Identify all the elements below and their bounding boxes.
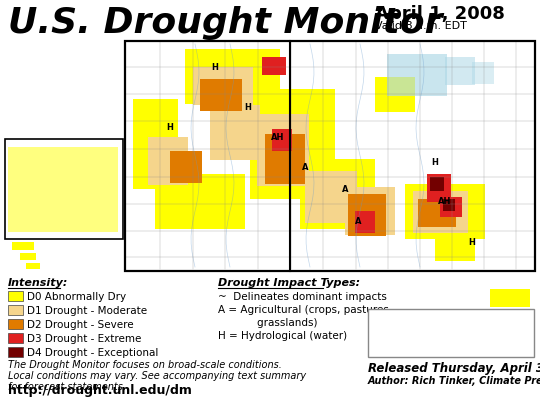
Text: Drought Impact Types:: Drought Impact Types: [218, 277, 360, 287]
Text: USDA: USDA [380, 322, 428, 337]
Text: National Drought
Mitigation Center: National Drought Mitigation Center [415, 319, 476, 332]
Text: H = Hydrological (water): H = Hydrological (water) [218, 330, 347, 340]
Text: H: H [469, 238, 475, 247]
Text: A = Agricultural (crops, pastures,: A = Agricultural (crops, pastures, [218, 304, 392, 314]
Text: ○○: ○○ [488, 317, 532, 341]
Text: D4 Drought - Exceptional: D4 Drought - Exceptional [27, 347, 158, 357]
Bar [272, 130, 292, 152]
Bar [368, 309, 534, 357]
Bar [443, 200, 455, 211]
Bar [8, 347, 23, 357]
Bar [375, 78, 415, 113]
Text: April 1, 2008: April 1, 2008 [375, 5, 505, 23]
Bar [418, 200, 456, 227]
Bar [193, 68, 253, 106]
Bar [5, 40, 535, 271]
Bar [305, 172, 357, 223]
Bar [257, 115, 309, 186]
Bar [148, 138, 188, 186]
Bar [262, 58, 286, 76]
Bar [348, 194, 386, 237]
Bar [200, 80, 242, 112]
Text: U.S. Drought Monitor: U.S. Drought Monitor [8, 6, 442, 40]
Text: Author: Rich Tinker, Climate Prediction Center, NOAA: Author: Rich Tinker, Climate Prediction … [368, 375, 540, 385]
Bar [413, 192, 468, 233]
Text: for forecast statements.: for forecast statements. [8, 381, 126, 391]
Text: H: H [166, 123, 173, 132]
Bar [8, 305, 23, 315]
Bar [345, 188, 395, 235]
Text: H: H [431, 158, 438, 167]
Text: ~  Delineates dominant impacts: ~ Delineates dominant impacts [218, 291, 387, 301]
Bar [435, 239, 475, 261]
Bar [12, 242, 34, 250]
Text: H: H [212, 63, 219, 72]
Bar [125, 42, 535, 271]
Bar [8, 319, 23, 329]
Text: ○○: ○○ [450, 317, 494, 341]
Bar [472, 63, 494, 85]
Bar [250, 90, 335, 200]
Text: A: A [342, 185, 348, 194]
Bar [8, 333, 23, 343]
Bar [185, 50, 280, 105]
Bar [265, 135, 305, 184]
Text: D2 Drought - Severe: D2 Drought - Severe [27, 319, 133, 329]
Text: A: A [355, 217, 361, 226]
Bar [427, 174, 451, 203]
Text: grasslands): grasslands) [218, 317, 318, 327]
Text: AH: AH [271, 133, 285, 142]
Bar [405, 184, 485, 239]
Text: D0 Abnormally Dry: D0 Abnormally Dry [27, 291, 126, 301]
Bar [300, 160, 375, 229]
Bar [440, 198, 462, 217]
Bar [5, 140, 123, 239]
Bar [490, 289, 530, 307]
Bar [355, 211, 375, 233]
Bar [20, 253, 36, 260]
Text: Local conditions may vary. See accompanying text summary: Local conditions may vary. See accompany… [8, 370, 306, 380]
Text: D1 Drought - Moderate: D1 Drought - Moderate [27, 305, 147, 315]
Bar [133, 100, 178, 190]
Bar [8, 148, 118, 233]
Text: Valid 8 a.m. EDT: Valid 8 a.m. EDT [375, 21, 467, 31]
Bar [155, 174, 245, 229]
Bar [445, 58, 475, 86]
Bar [210, 106, 260, 160]
Text: The Drought Monitor focuses on broad-scale conditions.: The Drought Monitor focuses on broad-sca… [8, 359, 282, 369]
Text: D3 Drought - Extreme: D3 Drought - Extreme [27, 333, 141, 343]
Text: Released Thursday, April 3, 2008: Released Thursday, April 3, 2008 [368, 361, 540, 374]
Bar [8, 291, 23, 301]
Bar [170, 152, 202, 184]
Bar [26, 263, 40, 269]
Text: http://drought.unl.edu/dm: http://drought.unl.edu/dm [8, 383, 192, 396]
Text: A: A [302, 163, 308, 172]
Bar [430, 178, 444, 192]
Bar [387, 55, 447, 97]
Text: AH: AH [438, 197, 451, 206]
Text: Intensity:: Intensity: [8, 277, 69, 287]
Text: H: H [245, 103, 252, 112]
